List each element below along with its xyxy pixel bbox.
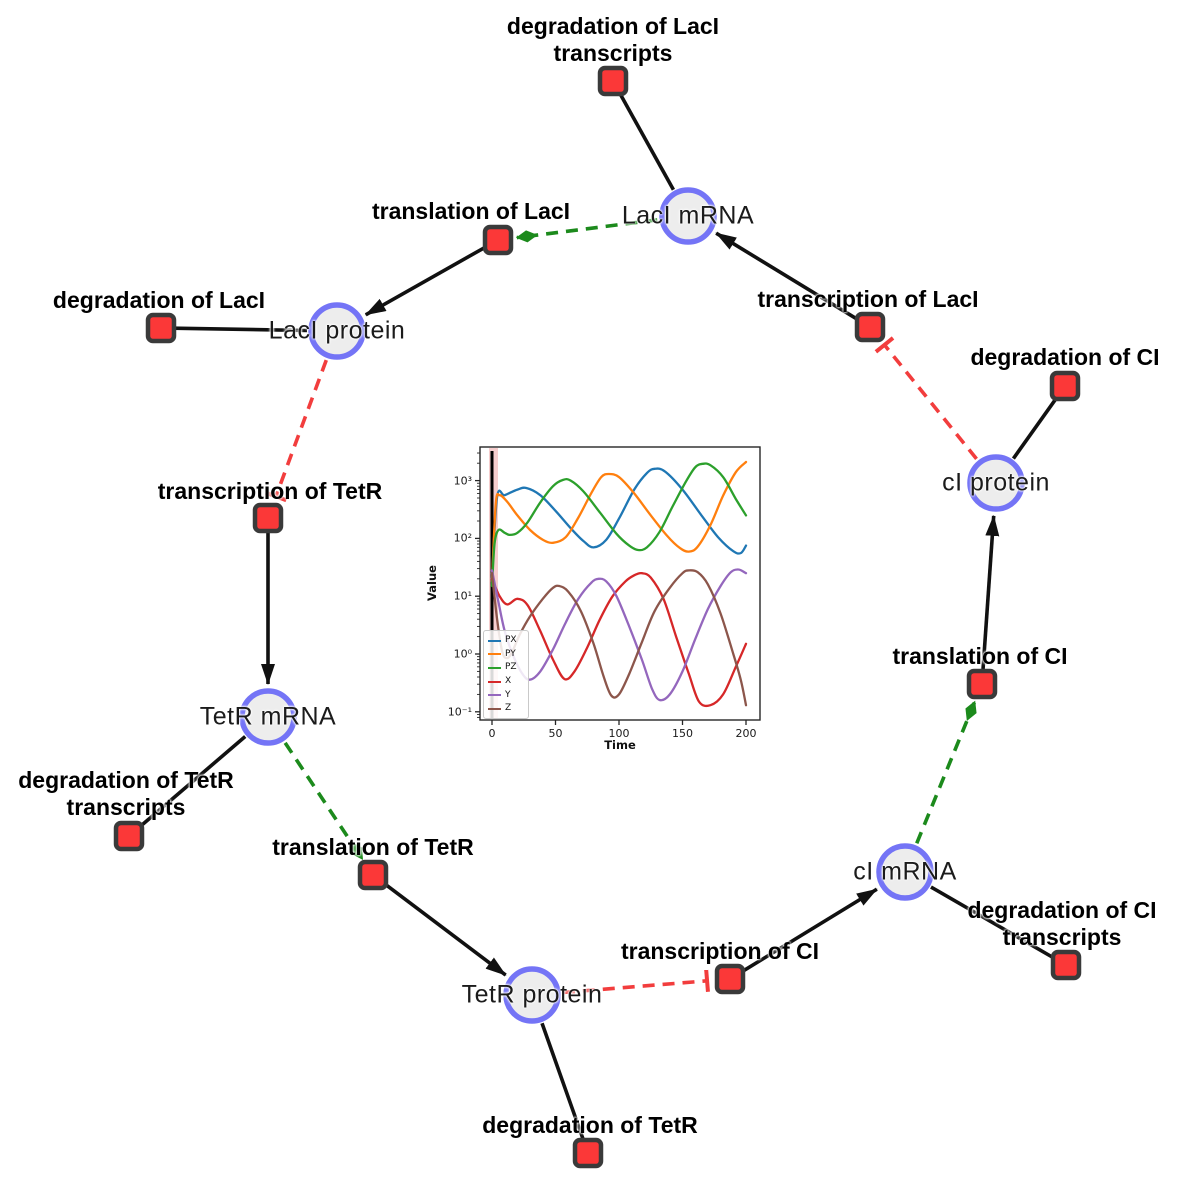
reaction-node-translation_ci [966, 668, 998, 700]
edge-tetr_protein-transcription_ci [562, 969, 710, 995]
edge-laci_protein-deg_laci [172, 326, 308, 333]
reaction-label-line: translation of LacI [371, 198, 571, 224]
species-label-laci_protein: LacI protein [268, 316, 406, 345]
reaction-label-line: transcription of LacI [757, 286, 979, 312]
edge-transcription_ci-ci_mrna [741, 887, 878, 973]
reaction-label-translation_tetr: translation of TetR [272, 834, 473, 861]
reaction-label-deg_tetr: degradation of TetR [482, 1112, 698, 1139]
edge-ci_protein-deg_ci [1011, 394, 1060, 460]
reaction-label-line: translation of TetR [272, 834, 474, 860]
reaction-label-line: translation of CI [892, 643, 1068, 669]
reaction-label-line: transcripts [553, 40, 673, 66]
species-node-laci_protein [308, 302, 366, 360]
reaction-node-deg_ci_tx [1050, 949, 1082, 981]
species-node-tetr_mrna [239, 688, 297, 746]
edge-tetr_mrna-translation_tetr [283, 741, 364, 861]
species-label-tetr_protein: TetR protein [461, 980, 603, 1009]
edge-laci_protein-transcription_tetr [264, 359, 328, 503]
nodes-group [113, 65, 1082, 1169]
edge-transcription_laci-laci_mrna [715, 231, 859, 321]
reaction-label-translation_laci: translation of LacI [372, 198, 570, 225]
reaction-label-deg_ci_tx: degradation of CI transcripts [967, 897, 1156, 951]
reaction-label-transcription_ci: transcription of CI [621, 938, 819, 965]
species-node-ci_mrna [876, 843, 934, 901]
edge-translation_laci-laci_protein [364, 245, 486, 317]
reaction-node-deg_laci [145, 312, 177, 344]
reaction-node-deg_ci [1049, 370, 1081, 402]
reaction-node-transcription_tetr [252, 502, 284, 534]
edge-ci_protein-transcription_laci [874, 336, 978, 461]
reaction-node-translation_laci [482, 224, 514, 256]
reaction-node-transcription_ci [714, 963, 746, 995]
reaction-label-transcription_tetr: transcription of TetR [158, 478, 382, 505]
edge-tetr_mrna-deg_tetr_tx [136, 735, 247, 830]
reaction-label-deg_tetr_tx: degradation of TetR transcripts [18, 767, 234, 821]
reaction-label-deg_laci: degradation of LacI [53, 287, 265, 314]
reaction-label-line: degradation of TetR [482, 1112, 698, 1138]
reaction-label-line: transcripts [1002, 924, 1122, 950]
reaction-node-translation_tetr [357, 859, 389, 891]
reaction-node-deg_tetr [572, 1137, 604, 1169]
edge-tetr_protein-deg_tetr [540, 1022, 586, 1143]
species-node-laci_mrna [659, 187, 717, 245]
edge-ci_mrna-translation_ci [915, 700, 977, 844]
reaction-label-line: degradation of LacI [52, 287, 266, 313]
reaction-label-line: transcripts [66, 794, 186, 820]
reaction-label-deg_ci: degradation of CI [970, 344, 1159, 371]
species-node-tetr_protein [503, 966, 561, 1024]
reaction-node-deg_laci_tx [597, 65, 629, 97]
species-node-ci_protein [967, 454, 1025, 512]
edge-translation_ci-ci_protein [981, 514, 1000, 670]
reaction-label-line: transcription of CI [620, 938, 820, 964]
species-label-tetr_mrna: TetR mRNA [199, 702, 337, 731]
reaction-label-line: degradation of CI [970, 344, 1160, 370]
reaction-label-line: degradation of LacI [506, 13, 720, 39]
edge-ci_mrna-deg_ci_tx [930, 885, 1057, 961]
edge-laci_mrna-translation_laci [515, 218, 658, 243]
reaction-label-translation_ci: translation of CI [892, 643, 1067, 670]
reaction-label-line: transcription of TetR [157, 478, 383, 504]
reaction-label-line: degradation of CI [967, 897, 1157, 923]
edge-laci_mrna-deg_laci_tx [617, 90, 676, 191]
reaction-label-deg_laci_tx: degradation of LacI transcripts [507, 13, 719, 67]
reaction-node-transcription_laci [854, 311, 886, 343]
species-label-laci_mrna: LacI mRNA [621, 201, 755, 230]
species-label-ci_mrna: cI mRNA [853, 857, 957, 886]
reaction-label-transcription_laci: transcription of LacI [757, 286, 978, 313]
reaction-label-line: degradation of TetR [18, 767, 234, 793]
species-label-ci_protein: cI protein [942, 468, 1050, 497]
reaction-node-deg_tetr_tx [113, 820, 145, 852]
edge-translation_tetr-tetr_protein [383, 882, 507, 977]
edges-group [136, 90, 1060, 1143]
